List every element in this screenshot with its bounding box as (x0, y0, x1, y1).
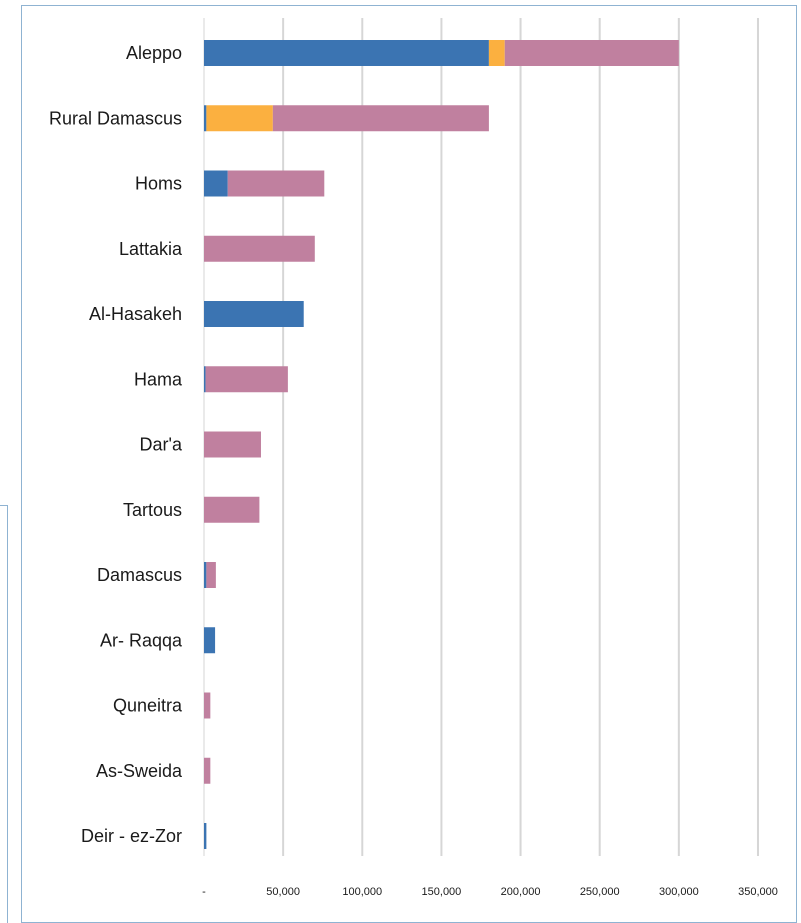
adjacent-frame-edge (0, 505, 8, 923)
bar-segment (204, 170, 228, 197)
category-label: Al-Hasakeh (89, 304, 182, 324)
x-tick-label: 150,000 (422, 886, 462, 898)
bar-segment (204, 627, 216, 654)
bar-segment (204, 431, 261, 458)
bar-segment (204, 692, 211, 719)
bars (204, 40, 679, 849)
category-label: Ar- Raqqa (100, 630, 183, 650)
category-label: Dar'a (140, 435, 183, 455)
category-label: Damascus (97, 565, 182, 585)
bar-segment (204, 105, 207, 132)
bar-segment (272, 105, 489, 132)
bar-segment (206, 105, 273, 132)
bar-segment (488, 40, 505, 66)
x-tick-label: 200,000 (501, 886, 541, 898)
bar-segment (204, 823, 207, 849)
category-label: As-Sweida (96, 761, 183, 781)
bar-segment (204, 40, 489, 66)
category-label: Quneitra (113, 696, 183, 716)
x-tick-label: 350,000 (738, 886, 778, 898)
category-label: Homs (135, 174, 182, 194)
bar-segment (204, 757, 211, 784)
bar-segment (204, 366, 206, 393)
bar-segment (504, 40, 679, 66)
category-labels: Aleppo Rural Damascus Homs Lattakia Al-Hasak… (49, 43, 183, 846)
bar-segment (206, 562, 216, 588)
x-tick-label: 300,000 (659, 886, 699, 898)
bar-segment (205, 366, 288, 393)
category-label: Rural Damascus (49, 108, 182, 128)
x-tick-label: 250,000 (580, 886, 620, 898)
category-label: Hama (134, 369, 183, 389)
x-tick-label: - (202, 886, 206, 898)
bar-segment (204, 496, 260, 523)
bar-segment (227, 170, 325, 197)
x-axis-tick-labels: - 50,000 100,000 150,000 200,000 250,000 300,0… (202, 886, 778, 898)
category-label: Tartous (123, 500, 182, 520)
x-tick-label: 50,000 (266, 886, 300, 898)
bar-segment (204, 235, 315, 262)
bar-segment (204, 562, 207, 588)
category-label: Deir - ez-Zor (81, 826, 182, 846)
x-tick-label: 100,000 (342, 886, 382, 898)
category-label: Lattakia (119, 239, 183, 259)
category-label: Aleppo (126, 43, 182, 63)
gridlines (203, 18, 759, 856)
bar-segment (204, 301, 304, 327)
